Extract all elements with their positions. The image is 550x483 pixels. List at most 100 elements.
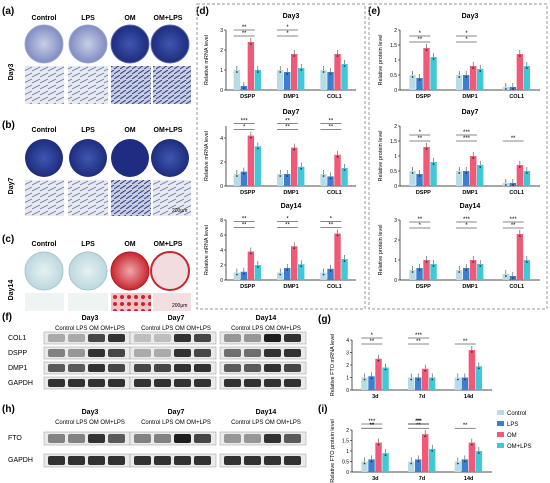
bar-om bbox=[247, 42, 255, 90]
x-tick-label: DMP1 bbox=[462, 284, 477, 290]
y-tick-label: 0.5 bbox=[390, 73, 397, 79]
blot-band bbox=[154, 434, 171, 443]
significance-label: *** bbox=[463, 130, 471, 136]
data-point bbox=[424, 369, 427, 372]
blot-band bbox=[68, 364, 85, 372]
data-point bbox=[336, 155, 339, 158]
data-point bbox=[417, 378, 420, 381]
significance-label: *** bbox=[510, 217, 518, 223]
x-tick-label: DSPP bbox=[416, 190, 431, 196]
bar-om-lps bbox=[523, 260, 531, 280]
bar-om bbox=[247, 251, 255, 280]
bar-om bbox=[470, 66, 477, 90]
bar-lps bbox=[416, 174, 423, 186]
data-point bbox=[511, 88, 514, 90]
group-header-om: OM bbox=[124, 15, 135, 22]
y-axis-label: Relative mRNA level bbox=[204, 131, 210, 181]
data-point bbox=[518, 55, 521, 57]
data-point bbox=[322, 71, 325, 73]
bar-lps bbox=[327, 72, 334, 90]
bar-om-lps bbox=[523, 171, 531, 186]
y-axis-label: Relative mRNA level bbox=[204, 35, 210, 85]
bar-lps bbox=[463, 268, 470, 280]
significance-label: ** bbox=[369, 423, 374, 429]
bar-lps bbox=[368, 459, 375, 472]
bar-lps bbox=[327, 176, 334, 186]
y-axis-label: Relative protein level bbox=[378, 224, 384, 275]
blot-band bbox=[224, 334, 241, 342]
blot-band bbox=[284, 456, 301, 465]
data-point bbox=[249, 43, 252, 45]
data-point bbox=[410, 462, 413, 465]
y-tick-label: 1 bbox=[220, 68, 223, 74]
blot-band bbox=[224, 434, 241, 443]
group-header-control: Control bbox=[32, 15, 57, 22]
blot-band bbox=[244, 456, 261, 465]
blot-band bbox=[174, 334, 191, 342]
blot-band bbox=[194, 379, 211, 387]
western-blot-f: Day3 Day7 Day14 Control LPS OM OM+LPS Co… bbox=[8, 315, 307, 390]
data-point bbox=[235, 175, 238, 177]
data-point bbox=[458, 76, 461, 78]
bar-om bbox=[516, 54, 524, 90]
y-tick-label: 1.5 bbox=[390, 139, 397, 145]
blot-day-label: Day14 bbox=[256, 315, 277, 322]
blot-band bbox=[284, 434, 301, 443]
x-tick-label: DMP1 bbox=[283, 190, 298, 196]
data-point bbox=[425, 148, 428, 150]
blot-band bbox=[264, 364, 281, 372]
data-point bbox=[504, 88, 507, 90]
y-tick-label: 4 bbox=[220, 248, 223, 254]
y-axis-label: Relative FTO mRNA level bbox=[330, 334, 336, 397]
data-point bbox=[336, 234, 339, 237]
micrograph-control bbox=[25, 293, 64, 311]
significance-label: * bbox=[465, 31, 468, 37]
data-point bbox=[242, 172, 245, 175]
blot-band bbox=[244, 434, 261, 443]
data-point bbox=[479, 265, 482, 267]
blot-band bbox=[264, 456, 281, 465]
bar-control bbox=[408, 461, 415, 472]
blot-row-label-col1: COL1 bbox=[8, 335, 26, 342]
bar-lps bbox=[461, 459, 469, 472]
bar-control bbox=[277, 70, 284, 90]
x-tick-label: COL1 bbox=[327, 94, 342, 100]
data-point bbox=[472, 261, 475, 263]
chart-title: Day14 bbox=[460, 203, 481, 210]
bar-om bbox=[470, 260, 477, 280]
data-point bbox=[431, 450, 434, 452]
micrograph-om bbox=[111, 293, 151, 311]
crystal-violet-plates-day7: 200μm bbox=[25, 139, 191, 216]
plate-control bbox=[24, 24, 64, 64]
blot-row-label-gapdh: GAPDH bbox=[8, 380, 33, 387]
y-tick-label: 0 bbox=[394, 88, 397, 94]
blot-band bbox=[174, 349, 191, 357]
plate-lps bbox=[69, 139, 107, 177]
blot-band bbox=[108, 349, 125, 357]
blot-band bbox=[194, 364, 211, 372]
y-tick-label: 3 bbox=[394, 218, 397, 224]
x-tick-label: COL1 bbox=[509, 94, 524, 100]
data-point bbox=[465, 76, 468, 78]
chart-title: Day7 bbox=[462, 109, 479, 116]
significance-label: ** bbox=[416, 339, 421, 345]
bar-om-lps bbox=[430, 57, 437, 90]
data-point bbox=[286, 175, 289, 177]
plate-lps bbox=[68, 24, 108, 64]
bar-lps bbox=[415, 377, 422, 390]
bar-om-lps bbox=[298, 166, 305, 186]
scale-bar-label: 200μm bbox=[172, 208, 187, 214]
blot-band bbox=[68, 456, 85, 465]
data-point bbox=[417, 460, 420, 463]
data-point bbox=[343, 65, 346, 67]
data-point bbox=[456, 462, 459, 465]
significance-label: *** bbox=[415, 419, 423, 425]
plate-om bbox=[111, 139, 149, 177]
significance-label: *** bbox=[241, 119, 249, 125]
bar-lps bbox=[240, 171, 248, 186]
blot-band bbox=[134, 456, 151, 465]
data-point bbox=[425, 261, 428, 263]
micrograph-om bbox=[111, 66, 151, 104]
blot-row-label-fto: FTO bbox=[8, 435, 22, 442]
y-tick-label: 0 bbox=[220, 278, 223, 284]
